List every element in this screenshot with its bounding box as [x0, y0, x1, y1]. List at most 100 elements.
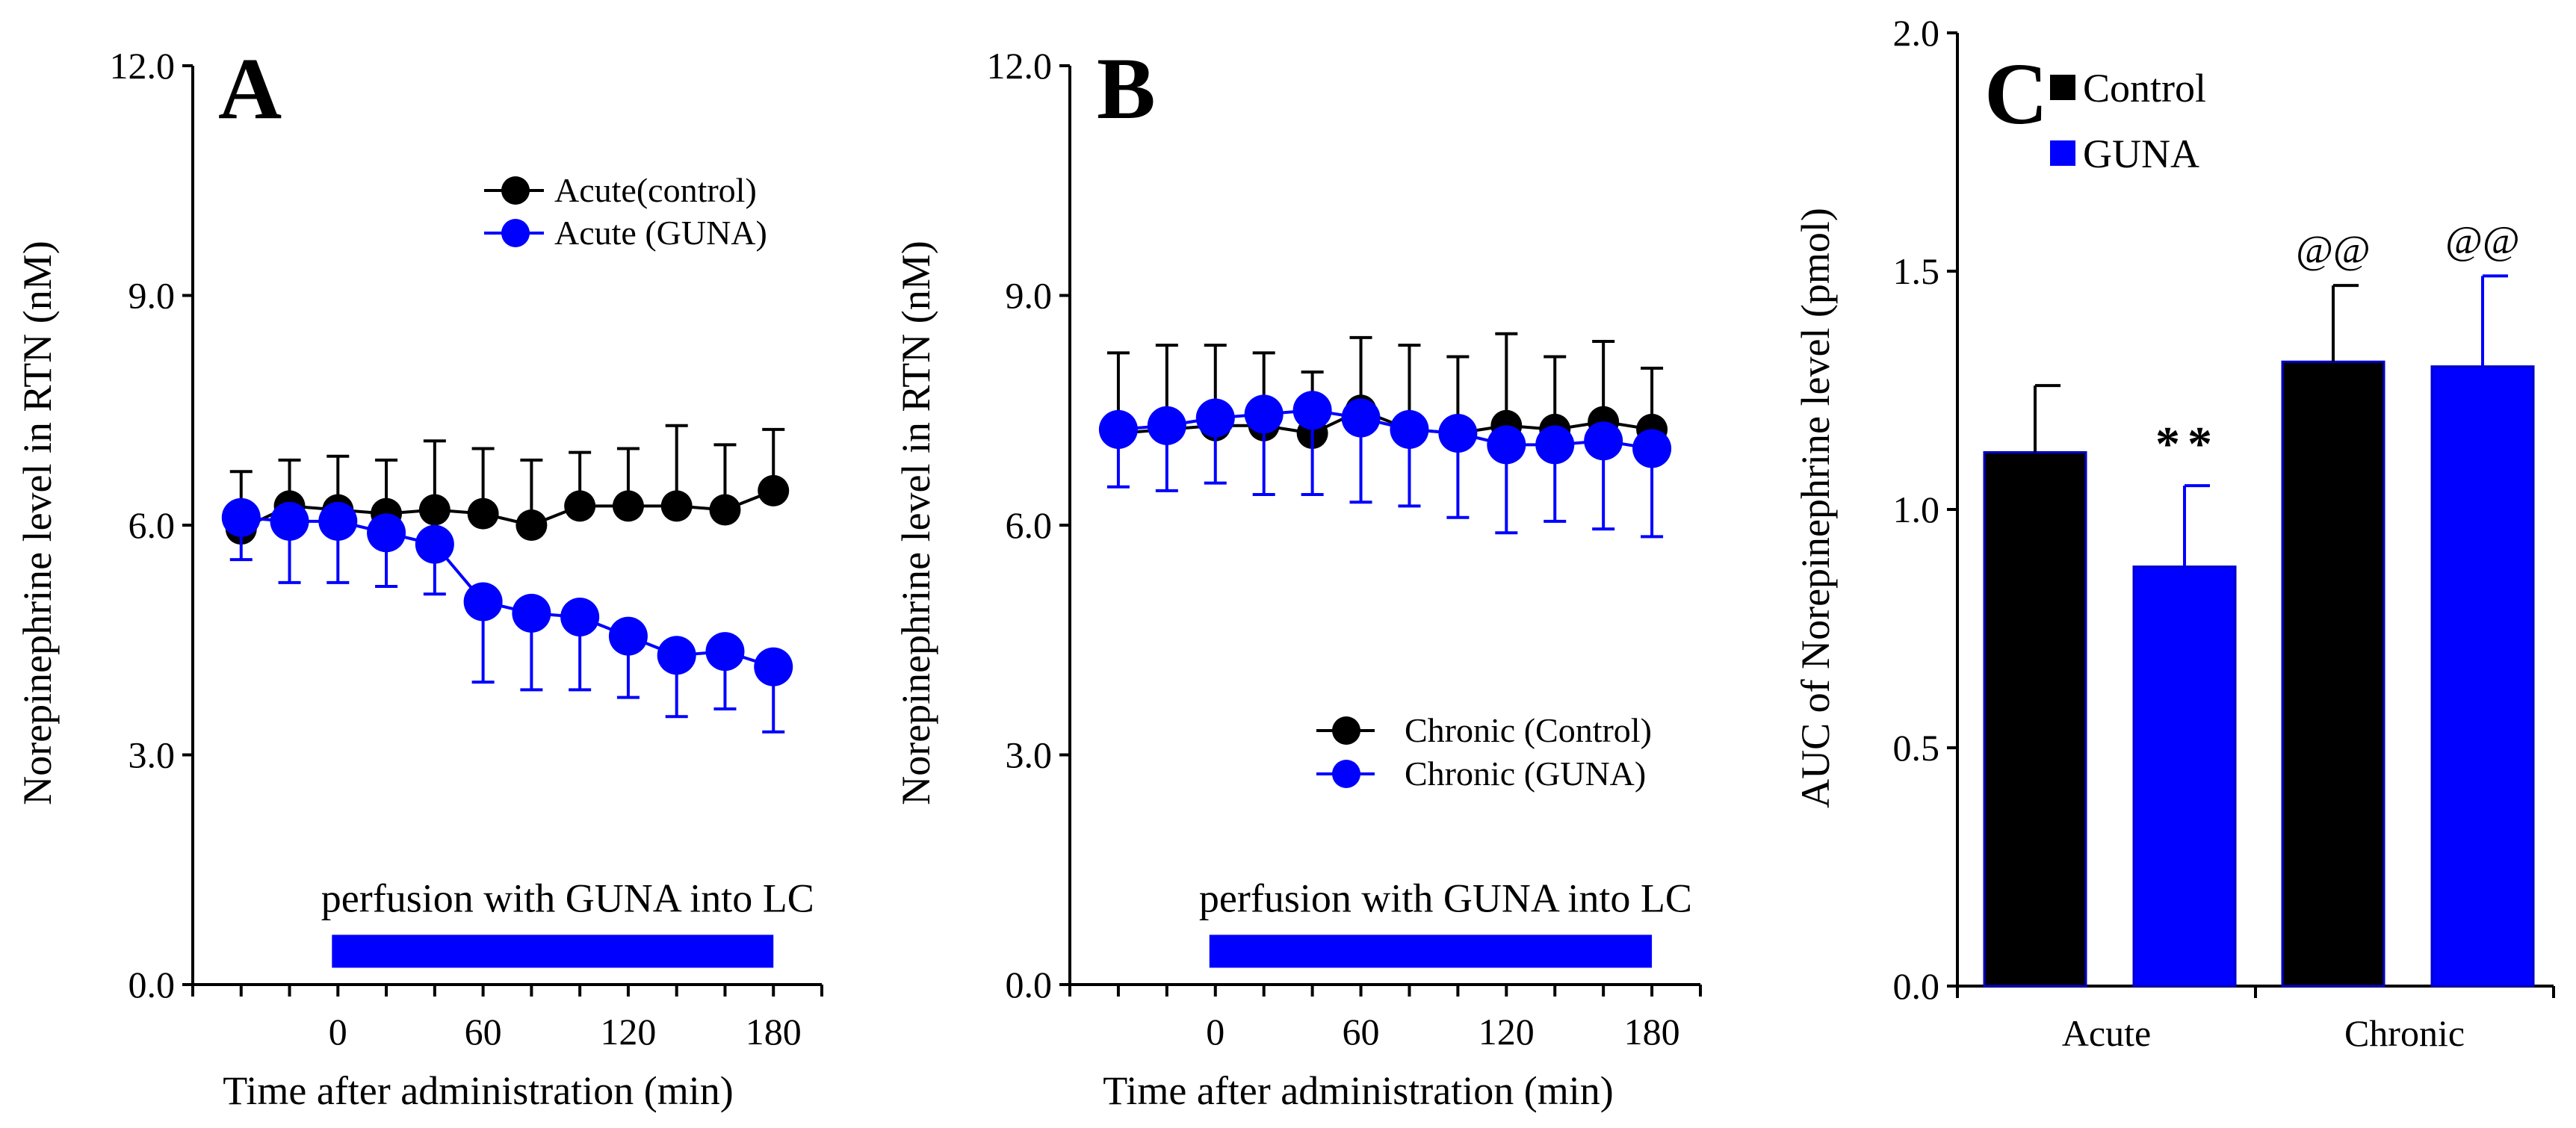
- x-tick-label: Acute: [2062, 1012, 2151, 1054]
- data-point: [1147, 406, 1186, 445]
- legend-c-guna-swatch: [2050, 140, 2075, 166]
- y-tick-label: 12.0: [110, 45, 176, 87]
- y-tick-label: 0.5: [1893, 727, 1940, 769]
- data-point: [515, 509, 548, 541]
- data-point: [367, 513, 406, 553]
- data-point: [660, 490, 693, 522]
- y-tick-label: 0.0: [1893, 965, 1940, 1007]
- legend-c-control-label: Control: [2083, 66, 2206, 111]
- y-tick-label: 3.0: [129, 734, 176, 776]
- panel-a-letter: A: [218, 40, 282, 137]
- b-series-guna: [1098, 391, 1672, 539]
- legend-a-control-label: Acute(control): [554, 171, 757, 209]
- data-point: [754, 647, 793, 687]
- data-point: [1632, 429, 1672, 468]
- panel-a-perfusion-label: perfusion with GUNA into LC: [321, 876, 814, 921]
- panel-b-ylabel: Norepinephrine level in RTN (nM): [894, 241, 938, 805]
- data-point: [560, 598, 600, 636]
- panel-c: C AUC of Norepinephrine level (pmol) 0.0…: [1793, 12, 2555, 1054]
- a-series-guna: [221, 498, 793, 734]
- panel-a-axes: [191, 66, 822, 986]
- legend-b-guna-marker: [1332, 760, 1360, 788]
- panel-b-axes: [1068, 66, 1700, 986]
- data-point: [1584, 421, 1623, 461]
- panel-b-xlabel: Time after administration (min): [1103, 1068, 1613, 1113]
- y-tick-label: 0.0: [129, 964, 176, 1005]
- x-tick-label: 0: [1206, 1011, 1224, 1053]
- panel-b-perfusion-bar: [1209, 935, 1653, 968]
- annotation-marker: @@: [2296, 227, 2370, 272]
- legend-b-guna-label: Chronic (GUNA): [1405, 754, 1646, 793]
- data-point: [1487, 425, 1526, 465]
- data-point: [418, 494, 451, 526]
- panel-b-legend: Chronic (Control) Chronic (GUNA): [1316, 711, 1652, 793]
- panel-c-letter: C: [1984, 45, 2048, 143]
- legend-a-guna-label: Acute (GUNA): [554, 214, 767, 252]
- legend-c-control-swatch: [2050, 75, 2075, 100]
- data-point: [709, 494, 741, 526]
- panel-a-perfusion-bar: [332, 935, 774, 968]
- panel-b-yticks: 0.0 3.0 6.0 9.0 12.0: [987, 45, 1070, 1005]
- data-point: [1535, 425, 1575, 465]
- data-point: [463, 582, 503, 622]
- panel-c-legend: Control GUNA: [2050, 66, 2206, 176]
- data-point: [1390, 409, 1429, 449]
- panel-b-series: [1098, 332, 1672, 539]
- panel-a-legend: Acute(control) Acute (GUNA): [484, 171, 767, 252]
- panel-c-ylabel: AUC of Norepinephrine level (pmol): [1793, 208, 1838, 808]
- panel-b-perfusion: perfusion with GUNA into LC: [1199, 876, 1692, 968]
- legend-b-control-marker: [1332, 716, 1360, 745]
- y-tick-label: 6.0: [129, 504, 176, 546]
- data-point: [415, 524, 454, 564]
- annotation-marker: @@: [2445, 217, 2519, 262]
- y-tick-label: 0.0: [1006, 964, 1053, 1005]
- data-point: [758, 474, 790, 506]
- y-tick-label: 1.5: [1893, 250, 1940, 292]
- series-line: [241, 515, 774, 669]
- bar-control-acute: [1983, 450, 2087, 988]
- panel-b-xticks: 0 60 120 180: [1068, 985, 1702, 1053]
- x-tick-label: 120: [1479, 1011, 1535, 1053]
- data-point: [512, 593, 551, 633]
- data-point: [705, 632, 745, 672]
- legend-b-control-label: Chronic (Control): [1405, 711, 1652, 749]
- a-series-control: [225, 424, 790, 545]
- data-point: [1098, 409, 1138, 449]
- significance-marker: **: [2155, 417, 2220, 471]
- data-point: [1438, 414, 1478, 453]
- y-tick-label: 1.0: [1893, 489, 1940, 530]
- x-tick-label: 0: [329, 1011, 347, 1053]
- data-point: [467, 498, 499, 530]
- data-point: [564, 490, 596, 522]
- x-tick-label: 120: [600, 1011, 656, 1053]
- y-tick-label: 9.0: [1006, 275, 1053, 317]
- x-tick-label: 60: [465, 1011, 502, 1053]
- panel-a-ylabel: Norepinephrine level in RTN (nM): [15, 241, 60, 805]
- data-point: [270, 501, 309, 541]
- y-tick-label: 9.0: [129, 275, 176, 317]
- x-tick-label: 180: [1624, 1011, 1680, 1053]
- data-point: [1244, 394, 1284, 434]
- panel-c-xticks: Acute Chronic: [1956, 986, 2555, 1054]
- panel-b: B Norepinephrine level in RTN (nM) Time …: [894, 40, 1702, 1113]
- panel-a-perfusion: perfusion with GUNA into LC: [321, 876, 814, 968]
- data-point: [1195, 398, 1235, 438]
- data-point: [318, 501, 358, 541]
- panel-c-yticks: 0.0 0.5 1.0 1.5 2.0: [1893, 12, 1957, 1007]
- panel-b-perfusion-label: perfusion with GUNA into LC: [1199, 876, 1692, 921]
- bar-control-chronic: [2281, 360, 2385, 988]
- panel-a-xticks: 0 60 120 180: [191, 985, 823, 1053]
- x-tick-label: 60: [1343, 1011, 1380, 1053]
- data-point: [608, 616, 648, 656]
- data-point: [612, 490, 644, 522]
- legend-a-control-marker: [501, 176, 530, 205]
- x-tick-label: Chronic: [2344, 1012, 2465, 1054]
- data-point: [1292, 391, 1332, 430]
- panel-b-letter: B: [1097, 40, 1156, 137]
- legend-c-guna-label: GUNA: [2083, 131, 2199, 176]
- panel-a-xlabel: Time after administration (min): [223, 1068, 733, 1113]
- y-tick-label: 12.0: [987, 45, 1053, 87]
- panel-a: A Norepinephrine level in RTN (nM) Time …: [15, 40, 823, 1113]
- data-point: [657, 636, 696, 675]
- panel-a-yticks: 0.0 3.0 6.0 9.0 12.0: [110, 45, 193, 1005]
